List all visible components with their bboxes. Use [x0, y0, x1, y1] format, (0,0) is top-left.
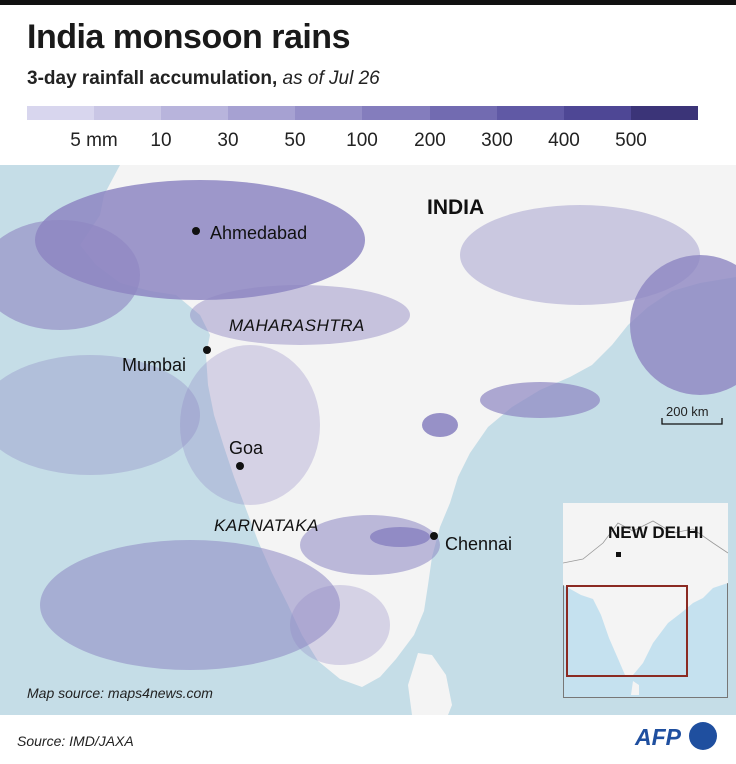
legend-swatch [429, 106, 497, 120]
legend-tick: 50 [284, 130, 306, 151]
legend-tick: 500 [615, 130, 647, 151]
city-label-chennai: Chennai [445, 534, 513, 554]
legend-swatch [295, 106, 363, 120]
legend-swatch [496, 106, 564, 120]
subtitle-date: as of Jul 26 [282, 68, 380, 89]
rain-patch-karnataka [300, 515, 440, 575]
state-label-karnataka: KARNATAKA [214, 516, 319, 535]
rain-patch-arabian-sea-north [0, 220, 140, 330]
state-label-maharashtra: MAHARASHTRA [229, 316, 365, 335]
page-title: India monsoon rains [27, 18, 350, 56]
top-rule [0, 0, 736, 5]
rain-patch-bengal [630, 255, 736, 395]
city-dot-ahmedabad [192, 227, 200, 235]
inset-land [563, 503, 728, 675]
scale-label: 200 km [666, 404, 709, 419]
rainfall-map [0, 165, 736, 715]
legend-tick: 100 [346, 130, 378, 151]
city-dots [192, 227, 438, 540]
rain-patch-bay [480, 382, 600, 418]
legend-swatch [362, 106, 430, 120]
inset-sri-lanka [631, 681, 639, 695]
subtitle-main: 3-day rainfall accumulation, [27, 68, 278, 89]
inset-new-delhi-marker [616, 552, 621, 557]
rainfall-layer [0, 180, 736, 670]
legend-tick: 5 mm [70, 130, 118, 151]
afp-logo: AFP [635, 724, 681, 750]
rain-patch-inland [422, 413, 458, 437]
legend-ticks: 5 mm 10 30 50 100 200 300 400 500 [0, 130, 736, 154]
city-label-ahmedabad: Ahmedabad [210, 223, 308, 243]
city-label-goa: Goa [229, 438, 264, 458]
afp-logo-dot [689, 722, 717, 750]
legend-swatch [228, 106, 296, 120]
legend-swatch [630, 106, 698, 120]
city-dot-goa [236, 462, 244, 470]
scale-bar [661, 418, 723, 425]
map-source: Map source: maps4news.com [27, 685, 213, 701]
city-label-mumbai: Mumbai [122, 355, 187, 375]
city-dot-mumbai [203, 346, 211, 354]
rain-patch-maharashtra [190, 285, 410, 345]
inset-focus-frame [566, 585, 688, 677]
legend-swatch [27, 106, 95, 120]
rain-patch-kerala [290, 585, 390, 665]
rain-patch-western-ghats [180, 345, 320, 505]
legend-swatch [563, 106, 631, 120]
locator-inset [563, 503, 728, 698]
sri-lanka [408, 653, 452, 715]
subtitle: 3-day rainfall accumulation, as of Jul 2… [27, 68, 380, 90]
legend-tick: 300 [481, 130, 513, 151]
rain-patch-chennai [370, 527, 430, 547]
legend-tick: 10 [150, 130, 172, 151]
city-dot-chennai [430, 532, 438, 540]
rain-patch-arabian-sea-mid [0, 355, 200, 475]
country-label: INDIA [427, 196, 485, 219]
legend-tick: 400 [548, 130, 580, 151]
data-source: Source: IMD/JAXA [17, 733, 134, 749]
rain-patch-arabian-sea-south [40, 540, 340, 670]
legend-swatch [94, 106, 162, 120]
legend-swatch [161, 106, 229, 120]
rain-patch-east [460, 205, 700, 305]
rainfall-legend-bar [27, 106, 698, 120]
inset-label-new-delhi: NEW DELHI [608, 523, 704, 542]
legend-tick: 30 [217, 130, 239, 151]
inset-border [563, 520, 728, 564]
legend-tick: 200 [414, 130, 446, 151]
